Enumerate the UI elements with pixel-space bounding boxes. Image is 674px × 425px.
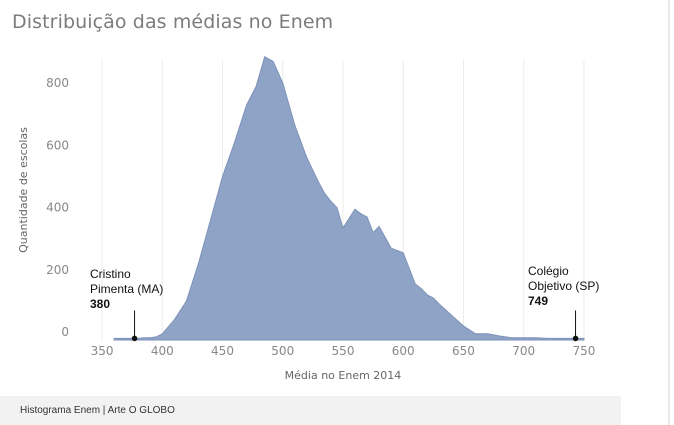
y-tick-label-800: 800: [46, 76, 69, 90]
x-axis-ticks: 350 400 450 500 550 600 650 700 750: [91, 344, 596, 358]
y-axis-ticks: 0 200 400 600 800: [46, 76, 69, 339]
annotation-value-1: 749: [528, 294, 548, 308]
footer-credit: Histograma Enem | Arte O GLOBO: [20, 405, 175, 416]
footer-bar: Histograma Enem | Arte O GLOBO: [0, 396, 621, 425]
annotation-label-1-1: Objetivo (SP): [528, 279, 599, 293]
y-tick-label-200: 200: [46, 263, 69, 277]
annotation-label-0-1: Pimenta (MA): [90, 282, 163, 296]
x-tick-label-400: 400: [151, 344, 174, 358]
chart-area: [113, 55, 585, 341]
x-tick-label-450: 450: [211, 344, 234, 358]
y-tick-label-0: 0: [61, 325, 69, 339]
x-tick-label-600: 600: [392, 344, 415, 358]
annotation-marker-1: [572, 335, 579, 342]
chart-title: Distribuição das médias no Enem: [12, 11, 334, 33]
x-tick-label-650: 650: [452, 344, 475, 358]
annotation-label-1-0: Colégio: [528, 264, 569, 278]
annotation-marker-0: [131, 335, 138, 342]
y-tick-label-400: 400: [46, 201, 69, 215]
x-tick-label-700: 700: [512, 344, 535, 358]
area-chart: 0 200 400 600 800 350 400 450 500 550 600 650 700 75…: [17, 55, 599, 382]
y-axis-label: Quantidade de escolas: [17, 127, 30, 253]
area-series-0: [113, 55, 585, 341]
annotation-label-0-0: Cristino: [90, 267, 131, 281]
x-tick-label-750: 750: [573, 344, 596, 358]
right-divider: [668, 0, 670, 425]
annotation-value-0: 380: [90, 297, 110, 311]
x-tick-label-500: 500: [271, 344, 294, 358]
y-tick-label-600: 600: [46, 138, 69, 152]
x-tick-label-550: 550: [332, 344, 355, 358]
x-axis-label: Média no Enem 2014: [285, 369, 402, 382]
x-tick-label-350: 350: [91, 344, 114, 358]
